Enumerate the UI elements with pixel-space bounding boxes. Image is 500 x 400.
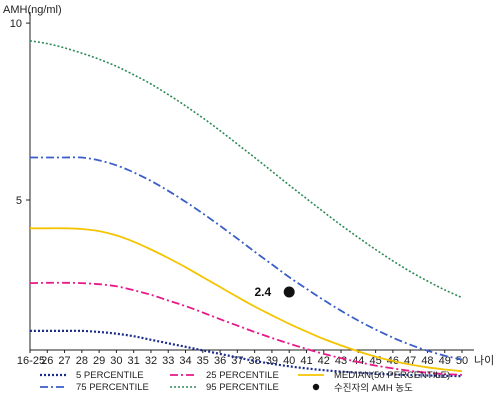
chart-axes (29, 12, 474, 351)
y-tick-label: 5 (16, 195, 22, 207)
x-tick-label: 16-25 (17, 355, 45, 367)
series-line-2 (29, 227, 463, 373)
x-tick-label: 40 (283, 355, 295, 367)
y-tick-label: 10 (10, 18, 22, 30)
legend-label-4: 95 PERCENTILE (206, 382, 279, 393)
x-tick-label: 50 (456, 355, 468, 367)
x-tick-label: 43 (335, 355, 347, 367)
patient-marker-dot (283, 286, 295, 298)
legend-marker-dot (312, 383, 320, 391)
legend-label-0: 5 PERCENTILE (76, 370, 144, 381)
x-tick-label: 38 (249, 355, 261, 367)
patient-marker-value: 2.4 (255, 285, 272, 299)
x-tick-label: 27 (58, 355, 70, 367)
legend: 5 PERCENTILE 25 PERCENTILE MEDIAN(50 PERCE… (40, 370, 450, 394)
series-lines (29, 40, 463, 378)
x-tick-label: 42 (318, 355, 330, 367)
legend-marker-label: 수진자의 AMH 농도 (334, 383, 413, 394)
x-tick-label: 28 (76, 355, 88, 367)
x-tick-label: 33 (162, 355, 174, 367)
series-line-0 (29, 329, 463, 378)
x-tick-label: 29 (93, 355, 105, 367)
x-tick-label: 30 (110, 355, 122, 367)
series-line-1 (29, 281, 463, 376)
y-axis-label: AMH(ng/ml) (3, 4, 62, 16)
legend-label-2: MEDIAN(50 PERCENTILE) (334, 370, 450, 381)
x-tick-label: 44 (352, 355, 364, 367)
series-line-3 (30, 156, 463, 361)
legend-label-1: 25 PERCENTILE (206, 370, 279, 381)
y-tick-labels: 5 10 (10, 18, 30, 207)
x-tick-label: 35 (197, 355, 209, 367)
x-tick-label: 49 (439, 355, 451, 367)
legend-label-3: 75 PERCENTILE (76, 382, 149, 393)
series-line-4 (29, 40, 463, 299)
x-tick-label: 41 (300, 355, 312, 367)
x-tick-label: 26 (41, 355, 53, 367)
x-tick-label: 32 (145, 355, 157, 367)
x-tick-label: 34 (179, 355, 191, 367)
x-tick-label: 31 (128, 355, 140, 367)
x-tick-label: 36 (214, 355, 226, 367)
patient-marker: 2.4 (255, 285, 295, 299)
x-axis-label: 나이 (474, 354, 494, 367)
x-tick-label: 48 (421, 355, 433, 367)
